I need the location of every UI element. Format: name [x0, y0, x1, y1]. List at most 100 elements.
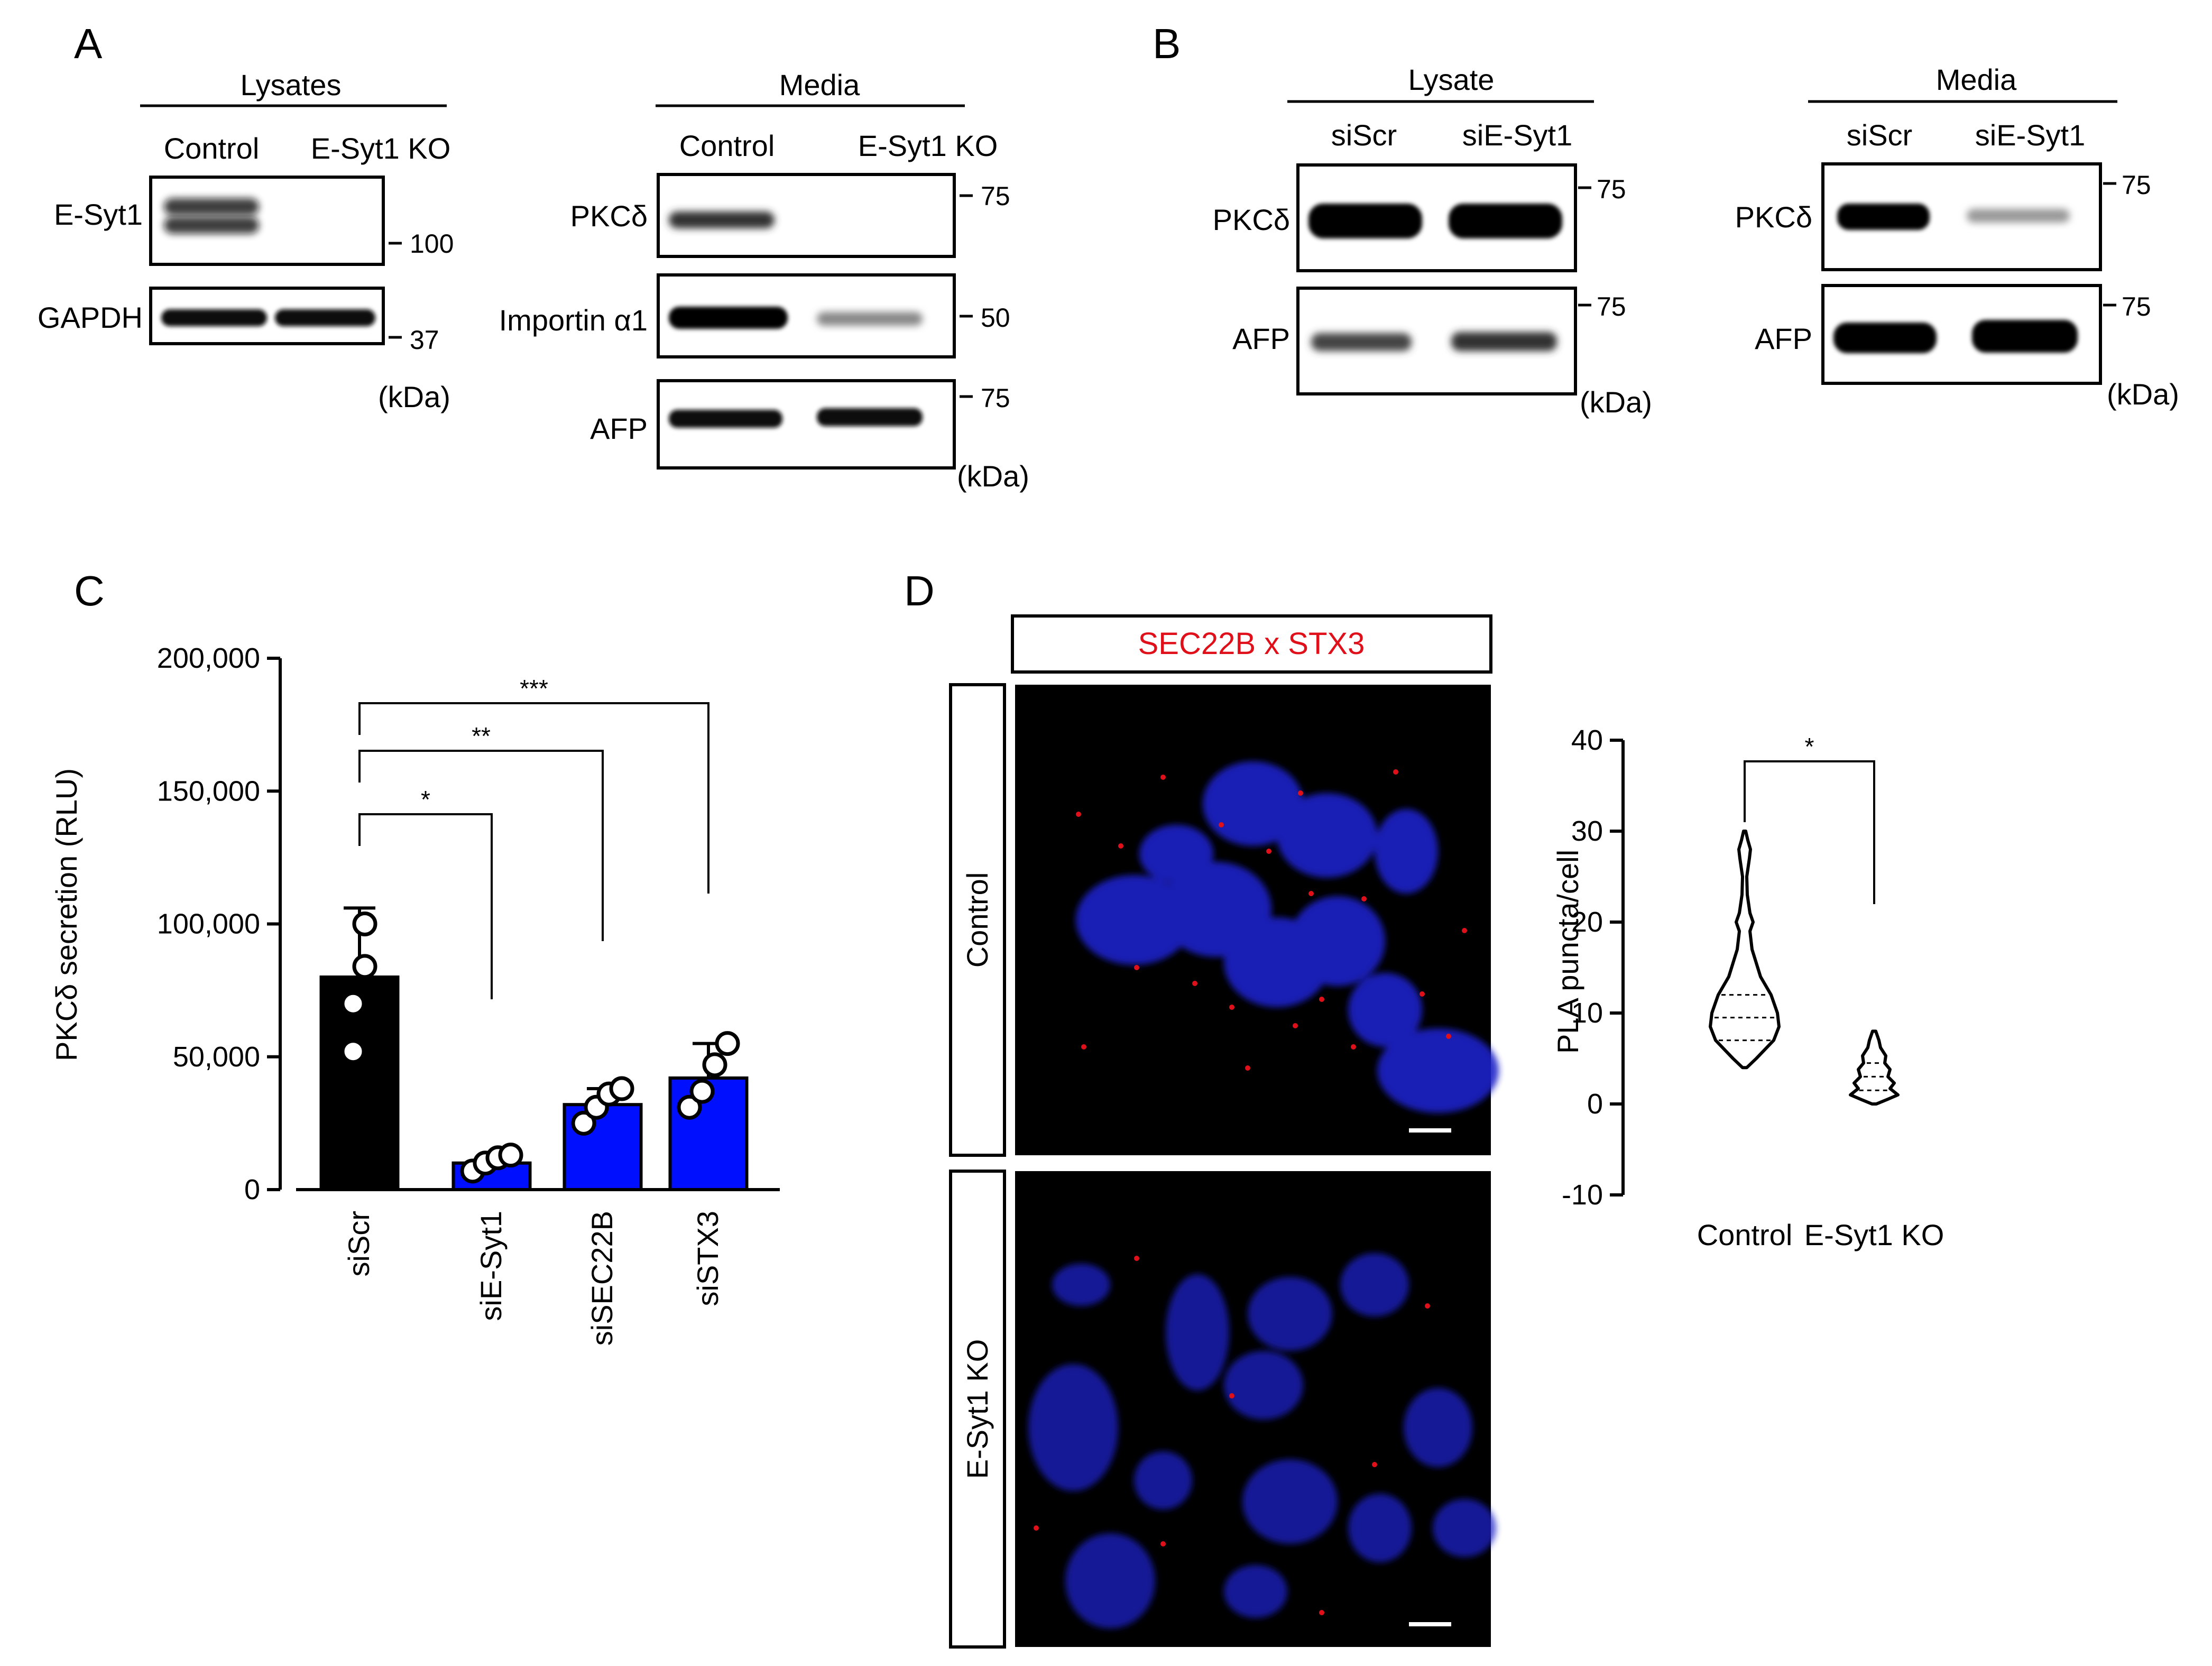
- panel-c-significance: ******: [358, 675, 709, 999]
- micrograph-esyt1-ko: [1015, 1171, 1496, 1647]
- significance-bracket: [358, 702, 709, 894]
- panel-a-lysates-mw: 100: [410, 229, 454, 259]
- significance-label: ***: [520, 675, 548, 702]
- panel-d-y-ticks: -10 0 10 20 30 40: [1562, 724, 1625, 1211]
- y-tick-label: 50,000: [173, 1041, 260, 1073]
- panel-a-lysates-lane-2: E-Syt1 KO: [311, 132, 451, 165]
- band: [1833, 323, 1937, 353]
- panel-b-lysate-lane-2: siE-Syt1: [1462, 118, 1573, 152]
- panel-d-significance: *: [1744, 733, 1875, 904]
- band: [669, 410, 782, 428]
- panel-d-title-box: [1011, 614, 1492, 674]
- band: [161, 309, 267, 326]
- panel-a-lysates-lane-1: Control: [164, 132, 260, 165]
- panel-b-media-row-label: PKCδ: [1735, 200, 1812, 234]
- panel-c-y-axis-label: PKCδ secretion (RLU): [50, 768, 83, 1061]
- band: [1837, 204, 1930, 230]
- panel-b-lysate-header: Lysate: [1408, 63, 1495, 96]
- panel-a-media-mw: 50: [981, 303, 1010, 333]
- data-point: [689, 1079, 715, 1104]
- panel-b-media-header: Media: [1936, 63, 2017, 96]
- panel-a-media-lane-1: Control: [679, 129, 775, 162]
- band: [1451, 332, 1557, 351]
- panel-c-y-ticks: 0 50,000 100,000 150,000 200,000: [157, 642, 780, 1205]
- y-tick-label: 0: [244, 1174, 260, 1205]
- panel-b-media-lane-1: siScr: [1847, 118, 1912, 152]
- panel-b-media-row-label: AFP: [1755, 322, 1812, 355]
- panel-a-media-header: Media: [779, 68, 860, 102]
- panel-a-media-row-label: AFP: [590, 412, 648, 445]
- significance-bracket: [1744, 760, 1875, 904]
- panel-d-row-label-box: [949, 683, 1006, 1157]
- panel-a-media-row-label: Importin α1: [499, 303, 648, 337]
- panel-d-image-title: SEC22B x STX3: [1138, 627, 1365, 661]
- panel-d-row-label-box: [949, 1170, 1006, 1649]
- panel-b-lysate-row-label: AFP: [1232, 322, 1290, 355]
- panel-a-media-mw: 75: [981, 383, 1010, 413]
- x-tick-label: siSEC22B: [585, 1211, 619, 1346]
- panel-b-lysate-mw: 75: [1597, 174, 1626, 204]
- panel-d-x-labels: Control E-Syt1 KO: [1697, 1218, 1944, 1251]
- panel-d-row-label-ko: E-Syt1 KO: [961, 1339, 994, 1479]
- data-point: [498, 1143, 523, 1168]
- panel-a-lysates-row-label: GAPDH: [38, 301, 143, 334]
- panel-d-letter: D: [904, 567, 935, 614]
- panel-d-y-axis-label: PLA puncta/cell: [1551, 850, 1584, 1054]
- panel-b-lysate-row-label: PKCδ: [1213, 203, 1290, 236]
- x-tick-label: Control: [1697, 1218, 1793, 1251]
- data-point: [340, 1039, 366, 1064]
- panel-a-media-lane-2: E-Syt1 KO: [858, 129, 998, 162]
- band: [1972, 320, 2078, 353]
- y-tick-label: 0: [1587, 1088, 1603, 1120]
- data-point: [677, 1094, 702, 1120]
- band: [669, 211, 775, 228]
- data-point: [340, 991, 366, 1016]
- y-tick-label: 150,000: [157, 775, 260, 807]
- data-point: [352, 912, 377, 936]
- data-point: [352, 954, 377, 979]
- panel-b-lysate-unit: (kDa): [1580, 385, 1652, 419]
- y-tick-label: 10: [1571, 997, 1603, 1029]
- y-tick-label: 40: [1571, 724, 1603, 756]
- band: [1311, 333, 1412, 351]
- x-tick-label: siE-Syt1: [474, 1211, 508, 1321]
- band: [1449, 204, 1562, 238]
- violin: [1709, 830, 1781, 1070]
- panel-a-media-mw: 75: [981, 181, 1010, 211]
- x-tick-label: siScr: [342, 1211, 375, 1276]
- panel-b-media-unit: (kDa): [2107, 378, 2179, 411]
- panel-a-lysates-unit: (kDa): [378, 380, 450, 413]
- panel-a-media-unit: (kDa): [957, 459, 1029, 493]
- band: [669, 307, 788, 329]
- band: [1308, 204, 1422, 238]
- panel-c-letter: C: [74, 567, 105, 614]
- panel-b-lysate-lane-1: siScr: [1331, 118, 1397, 152]
- significance-label: **: [472, 722, 491, 750]
- y-tick-label: 30: [1571, 815, 1603, 847]
- band: [164, 198, 259, 215]
- panel-b-media-mw: 75: [2122, 170, 2151, 200]
- panel-a-media-row-label: PKCδ: [570, 199, 648, 233]
- panel-c-x-labels: siScr siE-Syt1 siSEC22B siSTX3: [342, 1211, 724, 1346]
- data-point: [571, 1110, 596, 1136]
- x-tick-label: E-Syt1 KO: [1804, 1218, 1944, 1251]
- y-tick-label: -10: [1562, 1179, 1603, 1211]
- panel-d-row-label-control: Control: [961, 872, 994, 968]
- data-point: [702, 1052, 727, 1078]
- panel-a-lysates-header: Lysates: [241, 68, 342, 102]
- scale-bar: [1409, 1622, 1451, 1626]
- data-point: [715, 1031, 740, 1056]
- violin: [1849, 1029, 1900, 1106]
- panel-d-violins: [1709, 830, 1900, 1106]
- band: [164, 217, 259, 234]
- panel-c-bars: [319, 906, 749, 1191]
- x-tick-label: siSTX3: [691, 1211, 724, 1306]
- panel-b-media-lane-2: siE-Syt1: [1975, 118, 2086, 152]
- significance-bracket: [358, 813, 493, 999]
- band: [817, 312, 923, 326]
- panel-b-letter: B: [1153, 20, 1181, 67]
- panel-d-violin-chart: PLA puncta/cell -10 0 10 20 30 40 * Control E-…: [1551, 724, 1944, 1251]
- blot-a-esyt1: [149, 176, 385, 266]
- significance-bracket: [358, 750, 604, 941]
